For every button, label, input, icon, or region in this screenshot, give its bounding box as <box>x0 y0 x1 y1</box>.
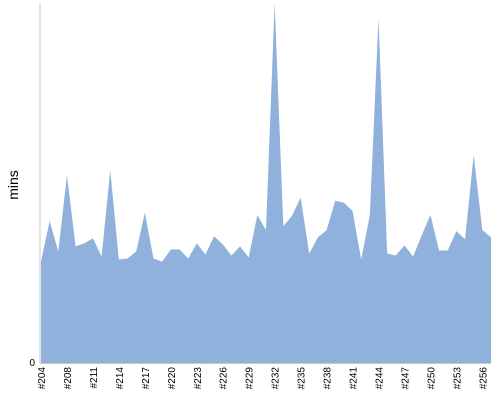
x-tick-label: #208 <box>63 367 74 390</box>
y-axis-label: mins <box>5 170 21 200</box>
y-ticks: 0 <box>29 358 35 369</box>
x-tick-label: #247 <box>400 367 411 390</box>
plot-area <box>41 3 491 363</box>
x-tick-label: #223 <box>193 367 204 390</box>
x-ticks: #204 #208 #211 #214 #217 #220 #223 #226 #229 #232… <box>37 367 489 390</box>
x-tick-label: #244 <box>375 367 386 390</box>
x-tick-label: #256 <box>478 367 489 390</box>
x-tick-label: #250 <box>426 367 437 390</box>
x-tick-label: #226 <box>219 367 230 390</box>
x-tick-label: #235 <box>297 367 308 390</box>
x-tick-label: #253 <box>452 367 463 390</box>
x-tick-label: #232 <box>271 367 282 390</box>
x-tick-label: #238 <box>323 367 334 390</box>
x-tick-label: #220 <box>167 367 178 390</box>
area-series <box>41 3 491 363</box>
x-tick-label: #241 <box>349 367 360 390</box>
x-tick-label: #211 <box>89 367 100 389</box>
x-tick-label: #229 <box>245 367 256 390</box>
x-tick-label: #204 <box>37 367 48 390</box>
x-tick-label: #214 <box>115 367 126 390</box>
x-tick-label: #217 <box>141 367 152 390</box>
y-tick-label: 0 <box>29 358 35 369</box>
